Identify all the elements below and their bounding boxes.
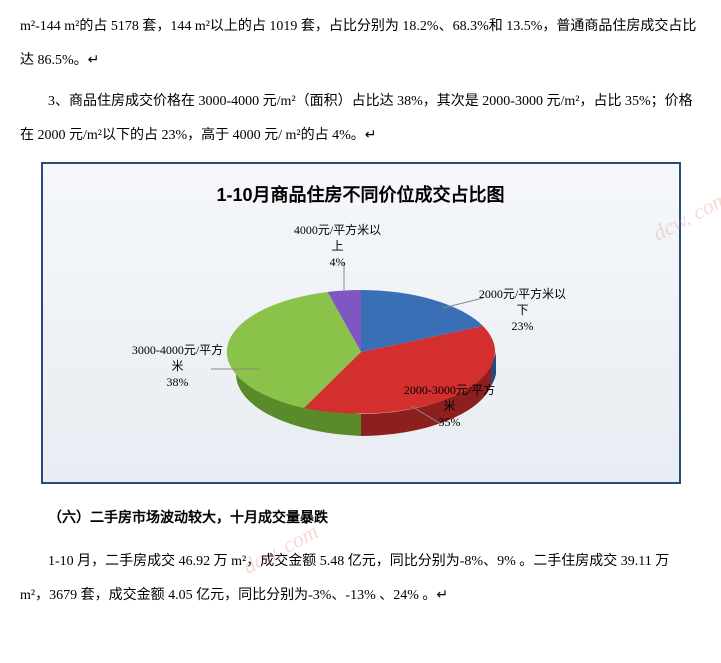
- label-red: 2000-3000元/平方 米 35%: [385, 382, 515, 431]
- pie-chart: 4000元/平方米以 上 4% 2000元/平方米以 下 23% 2000-30…: [55, 224, 667, 464]
- chart-title: 1-10月商品住房不同价位成交占比图: [55, 174, 667, 217]
- pie-chart-container: 1-10月商品住房不同价位成交占比图 4: [41, 162, 681, 483]
- paragraph-1: m²-144 m²的占 5178 套，144 m²以上的占 1019 套，占比分…: [20, 10, 701, 77]
- paragraph-2: 3、商品住房成交价格在 3000-4000 元/m²（面积）占比达 38%，其次…: [20, 85, 701, 152]
- label-purple: 4000元/平方米以 上 4%: [273, 222, 403, 271]
- label-blue: 2000元/平方米以 下 23%: [463, 286, 583, 335]
- label-green: 3000-4000元/平方 米 38%: [113, 342, 243, 391]
- section-title: （六）二手房市场波动较大，十月成交量暴跌: [20, 502, 701, 536]
- paragraph-3: 1-10 月，二手房成交 46.92 万 m²，成交金额 5.48 亿元，同比分…: [20, 545, 701, 612]
